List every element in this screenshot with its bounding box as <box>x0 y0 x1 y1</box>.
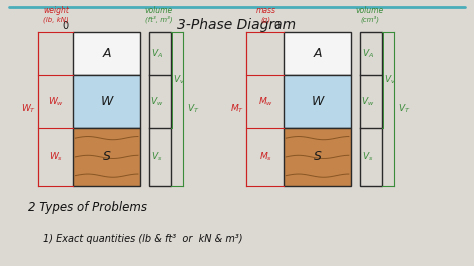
Text: 0: 0 <box>273 20 280 31</box>
Text: $V_A$: $V_A$ <box>362 47 374 60</box>
Bar <box>73 75 140 128</box>
Text: W: W <box>100 95 113 108</box>
Text: $V_s$: $V_s$ <box>151 151 163 163</box>
Text: volume: volume <box>356 6 384 15</box>
Text: 3-Phase Diagram: 3-Phase Diagram <box>177 18 297 32</box>
Text: 0: 0 <box>63 20 69 31</box>
Text: (ft³, m³): (ft³, m³) <box>145 15 173 23</box>
Text: $W_w$: $W_w$ <box>47 95 64 107</box>
Text: volume: volume <box>145 6 173 15</box>
Text: (g): (g) <box>260 16 271 23</box>
Text: $M_T$: $M_T$ <box>230 103 244 115</box>
Text: weight: weight <box>43 6 69 15</box>
Bar <box>149 32 171 186</box>
Text: $M_w$: $M_w$ <box>258 95 273 107</box>
Text: 2 Types of Problems: 2 Types of Problems <box>28 201 147 214</box>
Text: S: S <box>103 150 110 163</box>
Text: A: A <box>313 47 322 60</box>
Text: $M_s$: $M_s$ <box>259 151 272 163</box>
Text: (lb, kN): (lb, kN) <box>43 16 69 23</box>
Text: (cm³): (cm³) <box>360 15 379 23</box>
Bar <box>284 75 351 128</box>
Text: $V_w$: $V_w$ <box>361 95 374 107</box>
Text: S: S <box>314 150 321 163</box>
Text: $V_w$: $V_w$ <box>150 95 164 107</box>
Text: $W_T$: $W_T$ <box>21 103 36 115</box>
Text: $V_v$: $V_v$ <box>173 73 185 86</box>
Text: 1) Exact quantities (lb & ft³  or  kN & m³): 1) Exact quantities (lb & ft³ or kN & m³… <box>43 234 242 244</box>
Bar <box>360 32 382 186</box>
Bar <box>73 32 140 75</box>
Bar <box>73 128 140 186</box>
Bar <box>284 32 351 75</box>
Text: $V_T$: $V_T$ <box>398 103 410 115</box>
Text: $V_s$: $V_s$ <box>362 151 374 163</box>
Text: $W_s$: $W_s$ <box>49 151 63 163</box>
Bar <box>284 128 351 186</box>
Text: mass: mass <box>255 6 275 15</box>
Text: $V_T$: $V_T$ <box>187 103 200 115</box>
Text: W: W <box>311 95 324 108</box>
Text: $V_v$: $V_v$ <box>384 73 396 86</box>
Text: A: A <box>102 47 111 60</box>
Text: $V_A$: $V_A$ <box>151 47 163 60</box>
